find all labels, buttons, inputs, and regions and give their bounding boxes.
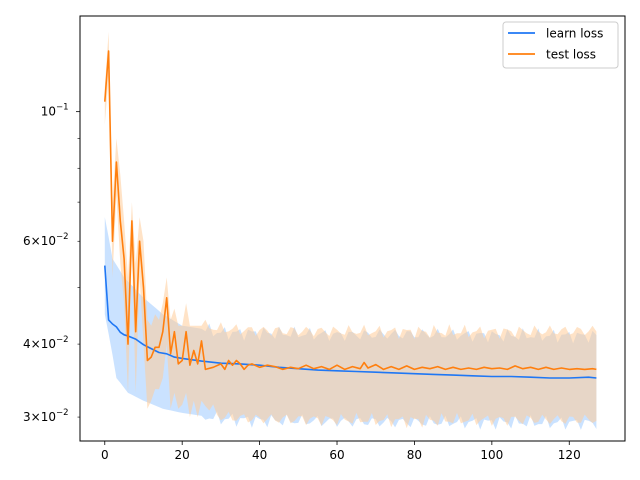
- y-axis: 10 −16×10 −24×10 −23×10 −2: [23, 103, 80, 424]
- x-tick-label: 80: [407, 448, 422, 462]
- confidence-bands: [104, 31, 597, 430]
- plot-frame: [79, 15, 626, 442]
- x-axis: 0 20 40 60 80 100 120: [101, 441, 581, 462]
- y-minor-tick-label: 3×10: [23, 410, 56, 424]
- series-lines: [104, 50, 597, 379]
- y-minor-tick-label: 4×10: [23, 337, 56, 351]
- y-major-tick-label: 10: [41, 105, 56, 119]
- x-tick-label: 60: [329, 448, 344, 462]
- legend: learn loss test loss: [502, 21, 619, 69]
- test-loss-legend-label: test loss: [546, 48, 596, 62]
- y-minor-tick-exponent: −2: [56, 232, 69, 242]
- x-tick-label: 120: [558, 448, 581, 462]
- x-tick-label: 20: [175, 448, 190, 462]
- learn-loss-legend-label: learn loss: [546, 27, 603, 41]
- x-tick-label: 0: [101, 448, 109, 462]
- x-tick-label: 100: [480, 448, 503, 462]
- y-minor-tick-exponent: −2: [56, 408, 69, 418]
- test-loss-line: [104, 50, 597, 371]
- y-major-tick-exponent: −1: [56, 103, 69, 113]
- test-loss-band: [104, 31, 597, 429]
- y-minor-tick-exponent: −2: [56, 335, 69, 345]
- y-minor-tick-label: 6×10: [23, 234, 56, 248]
- x-tick-label: 40: [252, 448, 267, 462]
